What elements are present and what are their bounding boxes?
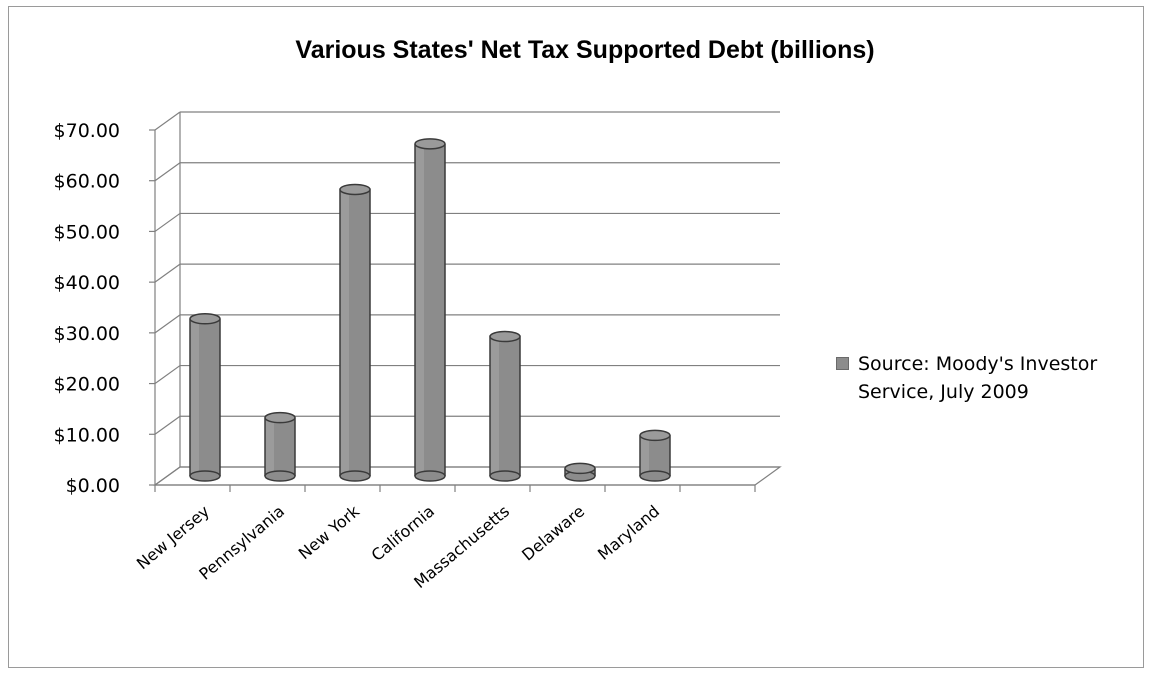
bar-base: [414, 470, 446, 482]
x-tick-label: New York: [295, 501, 364, 563]
bar-top: [189, 313, 221, 325]
y-tick-label: $40.00: [54, 272, 120, 294]
bar-base: [264, 470, 296, 482]
y-tick-label: $20.00: [54, 374, 120, 396]
legend-swatch: [836, 357, 849, 370]
gridline-depth: [154, 415, 181, 435]
bar-highlight: [415, 143, 424, 477]
bar-highlight: [340, 189, 349, 476]
bar-highlight: [640, 435, 649, 476]
bar-top: [639, 429, 671, 442]
bar-highlight: [265, 417, 274, 476]
y-tick-label: $30.00: [54, 323, 120, 345]
bar-base: [639, 470, 671, 482]
y-tick-label: $10.00: [54, 424, 120, 446]
bar-base: [189, 470, 221, 482]
gridline-depth: [154, 314, 181, 334]
x-tick-label: New Jersey: [133, 502, 213, 574]
bar-top: [414, 138, 446, 150]
y-tick-label: $70.00: [54, 120, 120, 142]
gridline-depth: [154, 263, 181, 283]
bar-highlight: [490, 336, 499, 476]
legend-label: Source: Moody's Investor Service, July 2…: [858, 353, 1098, 403]
x-tick-label: Delaware: [518, 502, 588, 565]
floor-plane: [153, 466, 782, 486]
bar-highlight: [190, 318, 199, 476]
gridline-depth: [154, 212, 181, 232]
bar-top: [564, 462, 596, 475]
gridline-depth: [154, 111, 181, 131]
y-tick-label: $0.00: [66, 475, 120, 497]
bar-base: [489, 470, 521, 482]
x-tick-label: California: [368, 502, 438, 565]
gridline-depth: [154, 162, 181, 182]
bars: [189, 138, 671, 482]
bar-top: [264, 411, 296, 424]
x-tick-label: Maryland: [594, 502, 663, 564]
bar-top: [489, 330, 521, 343]
y-tick-label: $50.00: [54, 221, 120, 243]
chart-title: Various States' Net Tax Supported Debt (…: [295, 36, 875, 64]
gridline-depth: [154, 365, 181, 385]
gridlines: [154, 111, 780, 486]
y-tick-label: $60.00: [54, 171, 120, 193]
bar-base: [339, 470, 371, 482]
bar-top: [339, 183, 371, 196]
axes: [149, 112, 782, 492]
